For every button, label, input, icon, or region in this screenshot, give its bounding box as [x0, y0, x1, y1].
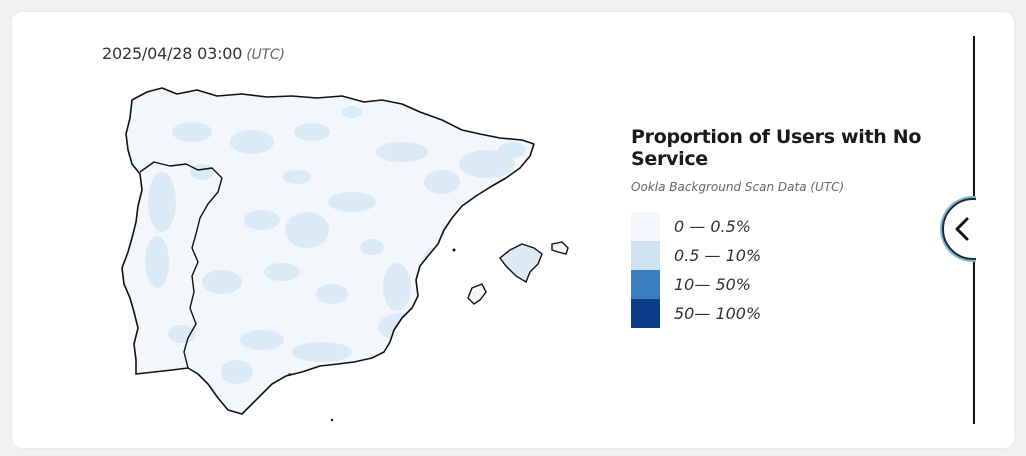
- legend: Proportion of Users with No Service Ookl…: [631, 126, 971, 328]
- legend-items: 0 — 0.5% 0.5 — 10% 10— 50% 50— 100%: [631, 212, 971, 328]
- islet: [452, 248, 456, 252]
- chevron-left-icon: [955, 217, 969, 241]
- iberia-map: [121, 87, 569, 422]
- timestamp-value: 2025/04/28 03:00: [102, 44, 243, 63]
- legend-label: 0.5 — 10%: [674, 246, 762, 265]
- legend-item: 0 — 0.5%: [631, 212, 971, 241]
- legend-swatch: [631, 270, 660, 299]
- legend-label: 10— 50%: [674, 275, 752, 294]
- timezone-label: (UTC): [246, 47, 285, 63]
- menorca-island: [551, 241, 569, 255]
- legend-swatch: [631, 241, 660, 270]
- panel-edge-mask: [976, 182, 1014, 282]
- legend-item: 0.5 — 10%: [631, 241, 971, 270]
- legend-label: 50— 100%: [674, 304, 762, 323]
- map-card: 2025/04/28 03:00 (UTC): [12, 12, 1014, 448]
- portugal-border: [139, 161, 223, 369]
- islet: [330, 418, 334, 422]
- patch-layer: [145, 106, 526, 384]
- legend-item: 50— 100%: [631, 299, 971, 328]
- legend-swatch: [631, 299, 660, 328]
- legend-label: 0 — 0.5%: [674, 217, 751, 236]
- legend-swatch: [631, 212, 660, 241]
- timestamp-label: 2025/04/28 03:00 (UTC): [102, 44, 285, 63]
- legend-title: Proportion of Users with No Service: [631, 126, 922, 170]
- ibiza-island: [467, 283, 487, 305]
- legend-item: 10— 50%: [631, 270, 971, 299]
- legend-subtitle: Ookla Background Scan Data (UTC): [631, 180, 845, 194]
- mallorca-island: [499, 243, 543, 284]
